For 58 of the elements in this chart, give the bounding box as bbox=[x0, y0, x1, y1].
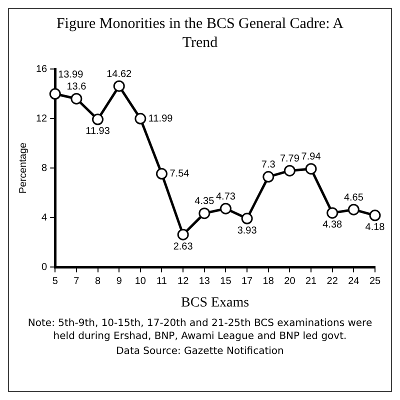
point bbox=[241, 212, 253, 224]
source-note: Data Source: Gazette Notification bbox=[115, 345, 285, 358]
x-tick-label: 10 bbox=[134, 276, 146, 287]
x-tick-label: 15 bbox=[220, 276, 232, 287]
data-label: 13.99 bbox=[58, 70, 84, 81]
point bbox=[70, 92, 82, 104]
x-tick-label: 18 bbox=[262, 276, 274, 287]
data-label: 11.93 bbox=[86, 126, 110, 138]
x-tick-label: 7 bbox=[74, 276, 80, 287]
data-label: 7.94 bbox=[301, 152, 322, 163]
point bbox=[262, 171, 274, 183]
data-label: 7.3 bbox=[261, 160, 276, 171]
x-tick-label: 11 bbox=[156, 276, 168, 287]
point bbox=[369, 210, 381, 222]
point bbox=[220, 202, 232, 214]
chart-title: Figure Monorities in the BCS General Cadre: A Trend bbox=[55, 15, 345, 53]
data-label: 3.93 bbox=[237, 225, 258, 236]
data-label: 4.65 bbox=[344, 192, 364, 204]
x-tick-label: 13 bbox=[198, 276, 210, 287]
y-tick-label: 12 bbox=[36, 113, 48, 124]
point bbox=[134, 112, 146, 124]
x-tick-label: 22 bbox=[326, 276, 338, 287]
point bbox=[177, 228, 189, 240]
x-tick-label: 5 bbox=[52, 276, 58, 287]
x-tick-label: 9 bbox=[116, 276, 122, 287]
data-label: 4.38 bbox=[322, 220, 343, 231]
y-axis-title: Percentage bbox=[18, 142, 29, 194]
x-tick-label: 17 bbox=[241, 276, 254, 287]
point bbox=[198, 208, 210, 220]
y-tick-label: 0 bbox=[42, 262, 48, 273]
data-label: 4.18 bbox=[365, 222, 386, 234]
point bbox=[156, 168, 168, 180]
point bbox=[49, 88, 61, 100]
x-axis-title: BCS Exams bbox=[181, 295, 250, 310]
text: Note: 5th-9th, 10-15th, 17-20th and 21-25th BCS examinations were held during Ershad, BNP, Awami League and BNP led govt. bbox=[26, 317, 374, 343]
x-tick-label: 24 bbox=[348, 276, 360, 287]
data-label: 13.6 bbox=[66, 81, 87, 92]
point bbox=[92, 114, 104, 126]
x-tick-label: 12 bbox=[178, 276, 190, 287]
data-label: 4.73 bbox=[216, 191, 236, 202]
data-label: 7.54 bbox=[170, 168, 190, 180]
point bbox=[113, 80, 125, 92]
x-tick-label: 25 bbox=[369, 276, 381, 287]
x-tick-label: 21 bbox=[305, 276, 318, 287]
y-tick-label: 4 bbox=[42, 212, 48, 224]
data-label: 14.62 bbox=[106, 68, 132, 80]
point bbox=[284, 164, 296, 176]
point bbox=[348, 204, 360, 216]
data-label: 7.79 bbox=[280, 153, 300, 164]
point bbox=[305, 163, 317, 175]
y-tick-label: 16 bbox=[36, 64, 48, 75]
data-label: 2.63 bbox=[173, 241, 194, 252]
x-tick-label: 8 bbox=[94, 276, 101, 287]
y-tick-label: 8 bbox=[42, 162, 48, 174]
point bbox=[326, 207, 338, 219]
data-label: 11.99 bbox=[148, 113, 174, 124]
data-label: 4.35 bbox=[194, 196, 215, 208]
x-tick-label: 20 bbox=[284, 276, 296, 287]
